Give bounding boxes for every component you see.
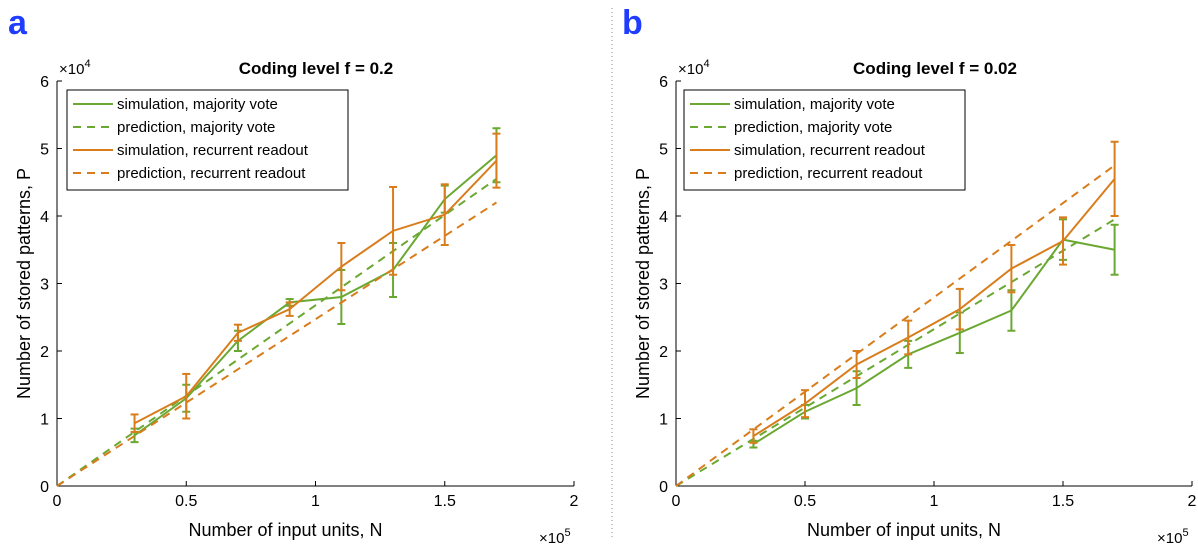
error-bar [337,242,346,292]
x-exponent-label: ×105 [1157,527,1189,545]
error-bar [182,372,191,420]
error-bar [130,413,139,433]
x-tick-label: 1 [311,493,320,510]
chart-panel-b: 0 0.5 1 1.5 2 0 1 2 3 4 5 6 ×104 ×105 Number of input … [633,58,1197,545]
chart-panel-a: 0 0.5 1 1.5 2 0 1 2 3 4 5 6 ×104 ×105 Number of input … [14,58,579,545]
x-tick-label: 0.5 [175,493,197,510]
chart-title: Coding level f = 0.2 [239,59,393,78]
x-tick-label: 0 [672,493,681,510]
x-tick-label: 2 [1188,493,1197,510]
legend-entry: simulation, majority vote [117,96,278,113]
series-line [56,178,498,487]
y-tick-label: 1 [659,412,668,429]
panel-letter-b: b [622,4,643,42]
y-axis-label: Number of stored patterns, P [14,168,34,399]
legend-entry: simulation, recurrent readout [117,142,309,159]
error-bar [801,389,809,419]
error-bar [233,323,242,342]
series-line [752,238,1115,445]
x-exponent-label: ×105 [539,527,571,545]
x-axis-label: Number of input units, N [807,520,1001,540]
x-tick-label: 1 [930,493,939,510]
legend-entry: simulation, recurrent readout [734,142,926,159]
legend-entry: prediction, majority vote [734,119,892,136]
error-bar [389,185,398,276]
chart-title: Coding level f = 0.02 [853,59,1017,78]
error-bar [1007,289,1016,332]
series-line [675,164,1116,487]
legend-entry: prediction, recurrent readout [117,165,306,182]
y-tick-label: 6 [659,74,668,91]
legend-entry: prediction, recurrent readout [734,165,923,182]
error-bar [1059,216,1067,266]
x-tick-label: 0.5 [794,493,816,510]
series-line [752,178,1116,437]
legend-box [683,89,966,191]
error-bar [749,428,758,444]
x-axis-label: Number of input units, N [188,520,382,540]
y-tick-label: 3 [659,277,668,294]
y-tick-label: 2 [40,344,49,361]
legend-entry: simulation, majority vote [734,96,895,113]
error-bar [285,301,294,317]
x-tick-label: 0 [53,493,62,510]
error-bar [1007,244,1016,294]
x-tick-label: 1.5 [434,493,456,510]
legend-entry: prediction, majority vote [117,119,275,136]
error-bar [492,132,501,189]
series-line [134,159,498,425]
y-tick-label: 1 [40,412,49,429]
y-exponent-label: ×104 [678,58,710,78]
legend: simulation, majority vote prediction, maj… [683,89,966,191]
error-bar [1110,223,1119,276]
error-bar [1110,140,1119,217]
y-tick-label: 6 [40,74,49,91]
y-axis-label: Number of stored patterns, P [633,168,653,399]
error-bar [955,287,964,331]
y-tick-label: 0 [40,479,49,496]
y-exponent-label: ×104 [59,58,91,78]
legend-box [66,89,349,191]
y-tick-label: 5 [40,142,49,159]
error-bar [904,319,913,356]
y-tick-label: 3 [40,277,49,294]
error-bar [440,183,449,247]
series-line [56,201,497,487]
y-tick-label: 0 [659,479,668,496]
x-tick-label: 2 [570,493,579,510]
panel-letter-a: a [8,4,28,42]
y-tick-label: 5 [659,142,668,159]
legend: simulation, majority vote prediction, maj… [66,89,349,191]
series-line [675,218,1116,487]
y-tick-label: 4 [659,209,668,226]
y-tick-label: 2 [659,344,668,361]
x-tick-label: 1.5 [1052,493,1074,510]
y-tick-label: 4 [40,209,49,226]
